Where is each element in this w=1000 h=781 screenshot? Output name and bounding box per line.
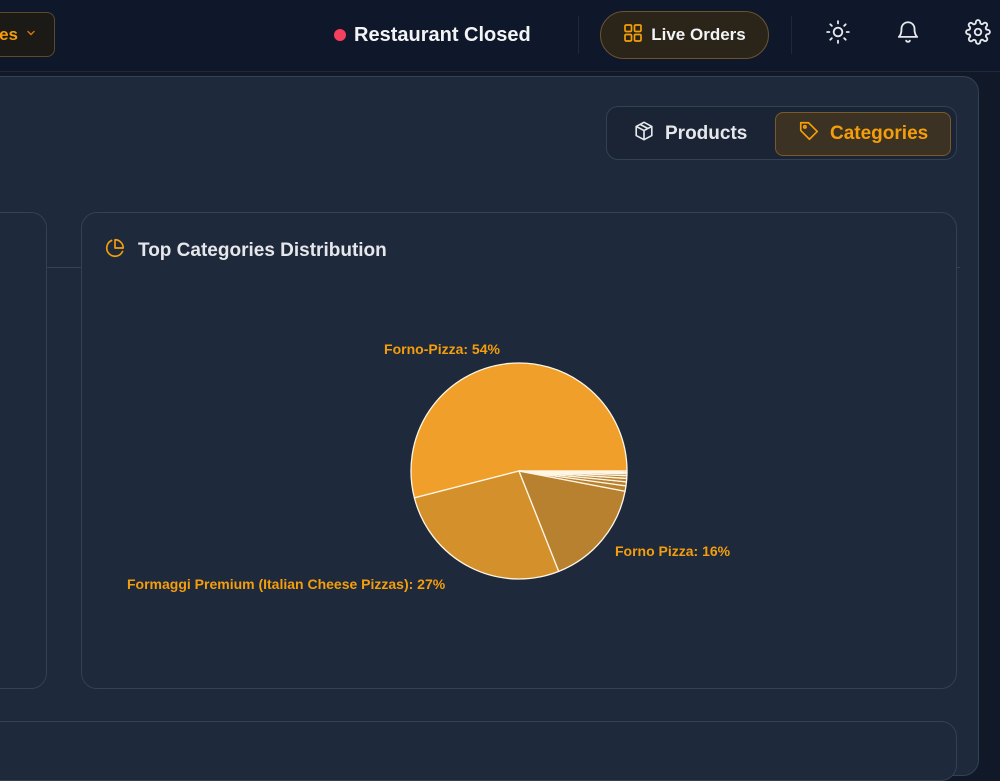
left-card bbox=[0, 212, 47, 689]
chevron-down-icon bbox=[26, 28, 36, 41]
pie-slice[interactable] bbox=[413, 470, 560, 580]
restaurant-status: Restaurant Closed bbox=[334, 22, 531, 48]
categories-distribution-card: Top Categories Distribution Forno-Pizza:… bbox=[81, 212, 957, 689]
pie-slice[interactable] bbox=[518, 470, 626, 573]
pie-slice[interactable] bbox=[410, 362, 628, 499]
tab-products[interactable]: Products bbox=[633, 112, 747, 156]
pie-chart: Forno-Pizza: 54% Formaggi Premium (Italia… bbox=[127, 341, 731, 592]
location-dropdown[interactable]: es bbox=[0, 12, 55, 57]
card-title: Top Categories Distribution bbox=[138, 240, 387, 261]
settings-button[interactable] bbox=[964, 18, 992, 50]
pie-slice[interactable] bbox=[518, 470, 628, 474]
status-text: Restaurant Closed bbox=[354, 23, 531, 46]
sun-icon bbox=[825, 19, 851, 50]
grid-icon bbox=[623, 23, 643, 48]
box-icon bbox=[633, 120, 655, 148]
location-dropdown-label: es bbox=[0, 24, 18, 44]
tab-categories-label: Categories bbox=[830, 123, 929, 144]
view-toggle: Products Categories bbox=[606, 106, 957, 160]
tag-icon bbox=[798, 120, 820, 148]
divider bbox=[578, 16, 579, 54]
tab-categories[interactable]: Categories bbox=[775, 112, 951, 156]
pie-slice-label: Forno Pizza: 16% bbox=[615, 543, 731, 559]
card-header: Top Categories Distribution bbox=[104, 237, 387, 265]
live-orders-button[interactable]: Live Orders bbox=[600, 11, 769, 59]
bell-icon bbox=[895, 19, 921, 50]
tab-products-label: Products bbox=[665, 123, 748, 144]
pie-chart-icon bbox=[104, 237, 126, 265]
live-orders-label: Live Orders bbox=[651, 25, 746, 44]
gear-icon bbox=[965, 18, 991, 50]
status-dot bbox=[334, 29, 346, 41]
theme-toggle-button[interactable] bbox=[824, 19, 852, 50]
pie-slice-label: Formaggi Premium (Italian Cheese Pizzas)… bbox=[127, 576, 446, 592]
notifications-button[interactable] bbox=[894, 20, 922, 48]
bottom-card bbox=[0, 721, 957, 781]
divider bbox=[791, 16, 792, 54]
top-bar: es Restaurant Closed Live Orders bbox=[0, 0, 1000, 72]
pie-slice-label: Forno-Pizza: 54% bbox=[384, 341, 500, 357]
